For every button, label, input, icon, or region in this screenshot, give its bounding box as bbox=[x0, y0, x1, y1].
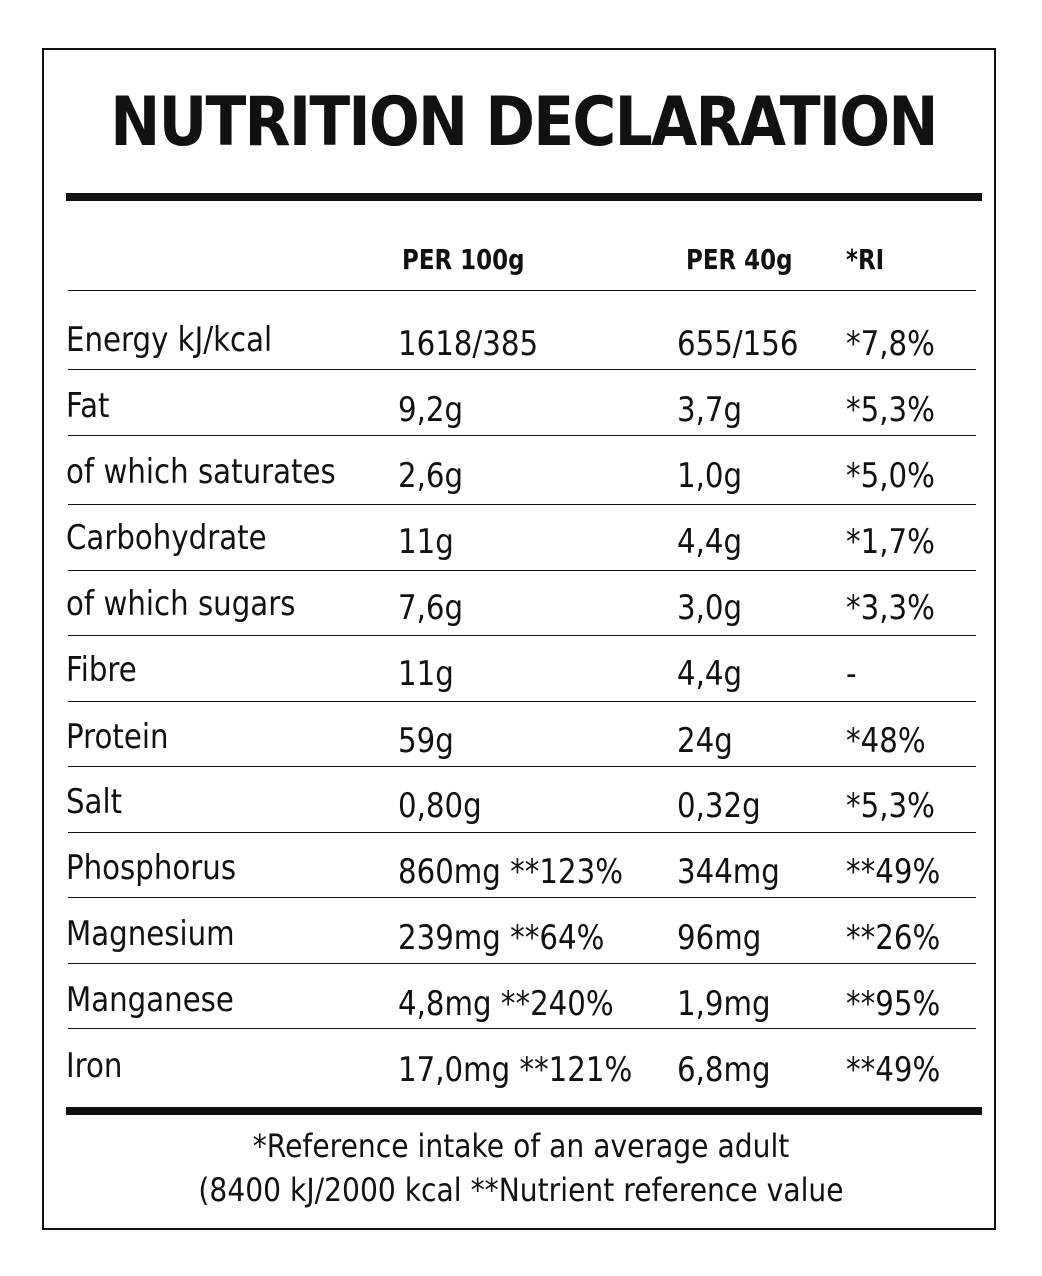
nutrient-name: Magnesium bbox=[66, 914, 235, 954]
row-divider bbox=[68, 963, 976, 964]
value-per-100g: 7,6g bbox=[398, 588, 464, 628]
value-ri: *7,8% bbox=[846, 324, 935, 364]
footnote: *Reference intake of an average adult (8… bbox=[0, 1124, 1042, 1212]
nutrient-name: Fat bbox=[66, 386, 110, 426]
row-divider bbox=[68, 504, 976, 505]
footnote-line-1: *Reference intake of an average adult bbox=[252, 1127, 790, 1165]
value-per-100g: 1618/385 bbox=[398, 324, 539, 364]
row-divider bbox=[68, 369, 976, 370]
table-row: Iron 17,0mg **121% 6,8mg **49% bbox=[0, 1044, 1042, 1110]
nutrient-name: Protein bbox=[66, 717, 169, 757]
value-per-100g: 59g bbox=[398, 721, 454, 761]
value-per-40g: 0,32g bbox=[677, 786, 761, 826]
header-per-40g: PER 40g bbox=[686, 243, 793, 276]
bottom-divider bbox=[66, 1107, 982, 1115]
table-row: Protein 59g 24g *48% bbox=[0, 715, 1042, 781]
value-ri: **49% bbox=[846, 852, 941, 892]
table-row: of which saturates 2,6g 1,0g *5,0% bbox=[0, 450, 1042, 516]
header-ri: *RI bbox=[846, 243, 885, 276]
row-divider bbox=[68, 635, 976, 636]
top-divider bbox=[66, 193, 982, 201]
row-divider bbox=[68, 1028, 976, 1029]
table-row: Magnesium 239mg **64% 96mg **26% bbox=[0, 912, 1042, 978]
value-per-40g: 6,8mg bbox=[677, 1050, 771, 1090]
nutrient-name: of which saturates bbox=[66, 452, 336, 492]
table-row: Energy kJ/kcal 1618/385 655/156 *7,8% bbox=[0, 318, 1042, 384]
nutrient-name: Fibre bbox=[66, 650, 137, 690]
row-divider bbox=[68, 701, 976, 702]
footnote-line-2: (8400 kJ/2000 kcal **Nutrient reference … bbox=[198, 1171, 844, 1209]
value-per-100g: 4,8mg **240% bbox=[398, 984, 614, 1024]
row-divider bbox=[68, 570, 976, 571]
value-per-100g: 860mg **123% bbox=[398, 852, 623, 892]
row-divider bbox=[68, 897, 976, 898]
value-per-100g: 17,0mg **121% bbox=[398, 1050, 633, 1090]
value-ri: **95% bbox=[846, 984, 941, 1024]
value-ri: *3,3% bbox=[846, 588, 935, 628]
table-row: Fat 9,2g 3,7g *5,3% bbox=[0, 384, 1042, 450]
nutrient-name: of which sugars bbox=[66, 584, 296, 624]
row-divider bbox=[68, 435, 976, 436]
nutrient-name: Salt bbox=[66, 782, 123, 822]
table-row: Phosphorus 860mg **123% 344mg **49% bbox=[0, 846, 1042, 912]
value-per-40g: 96mg bbox=[677, 918, 762, 958]
value-per-100g: 11g bbox=[398, 522, 454, 562]
value-ri: *1,7% bbox=[846, 522, 935, 562]
value-per-40g: 4,4g bbox=[677, 522, 743, 562]
nutrient-name: Energy kJ/kcal bbox=[66, 320, 273, 360]
value-per-100g: 239mg **64% bbox=[398, 918, 605, 958]
value-ri: **49% bbox=[846, 1050, 941, 1090]
value-ri: *5,0% bbox=[846, 456, 935, 496]
nutrient-name: Manganese bbox=[66, 980, 234, 1020]
value-per-40g: 344mg bbox=[677, 852, 780, 892]
row-divider bbox=[68, 766, 976, 767]
value-per-40g: 1,0g bbox=[677, 456, 743, 496]
value-per-40g: 3,7g bbox=[677, 390, 743, 430]
label-frame bbox=[42, 48, 996, 1230]
value-ri: **26% bbox=[846, 918, 941, 958]
value-per-40g: 655/156 bbox=[677, 324, 799, 364]
value-per-40g: 4,4g bbox=[677, 654, 743, 694]
value-ri: *48% bbox=[846, 721, 926, 761]
value-ri: *5,3% bbox=[846, 390, 935, 430]
table-header: PER 100g PER 40g *RI bbox=[0, 238, 1042, 282]
row-divider bbox=[68, 832, 976, 833]
table-row: Carbohydrate 11g 4,4g *1,7% bbox=[0, 516, 1042, 582]
table-row: of which sugars 7,6g 3,0g *3,3% bbox=[0, 582, 1042, 648]
nutrient-name: Iron bbox=[66, 1046, 123, 1086]
value-per-100g: 11g bbox=[398, 654, 454, 694]
table-row: Manganese 4,8mg **240% 1,9mg **95% bbox=[0, 978, 1042, 1044]
nutrient-name: Phosphorus bbox=[66, 848, 237, 888]
value-per-100g: 9,2g bbox=[398, 390, 464, 430]
value-per-40g: 3,0g bbox=[677, 588, 743, 628]
header-per-100g: PER 100g bbox=[402, 243, 525, 276]
value-ri: - bbox=[846, 654, 857, 694]
header-divider bbox=[68, 290, 976, 291]
table-row: Salt 0,80g 0,32g *5,3% bbox=[0, 780, 1042, 846]
value-per-40g: 24g bbox=[677, 721, 733, 761]
value-per-100g: 0,80g bbox=[398, 786, 482, 826]
page-title: NUTRITION DECLARATION bbox=[110, 83, 938, 162]
value-per-40g: 1,9mg bbox=[677, 984, 771, 1024]
value-ri: *5,3% bbox=[846, 786, 935, 826]
nutrient-name: Carbohydrate bbox=[66, 518, 267, 558]
table-row: Fibre 11g 4,4g - bbox=[0, 648, 1042, 714]
value-per-100g: 2,6g bbox=[398, 456, 464, 496]
